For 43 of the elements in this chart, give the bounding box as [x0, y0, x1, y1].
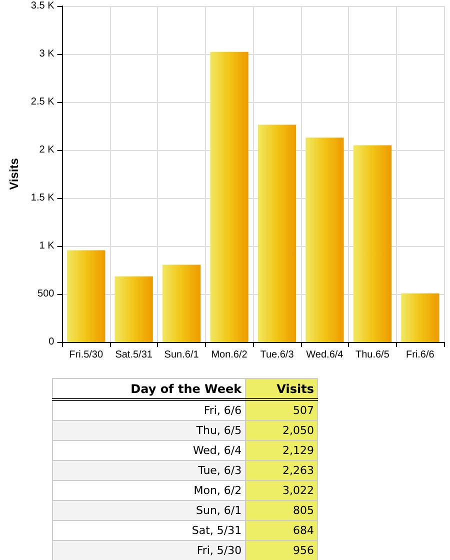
- y-tick-label: 0: [48, 336, 55, 348]
- y-tick-label: 500: [38, 288, 55, 300]
- y-tick-label: 3 K: [39, 48, 55, 60]
- y-axis-title: Visits: [7, 158, 21, 190]
- data-label: 2,129: [245, 440, 318, 460]
- x-tick-label: Wed.6/4: [306, 350, 344, 360]
- category-label: Mon, 6/2: [52, 480, 246, 500]
- x-tick-label: Sun.6/1: [164, 350, 200, 360]
- bar: [401, 293, 440, 342]
- x-tick-label: Tue.6/3: [260, 350, 294, 360]
- y-tick-label: 3.5 K: [30, 0, 55, 12]
- data-label: 2,050: [245, 420, 318, 440]
- bar: [114, 276, 153, 342]
- x-tick-label: Fri.5/30: [69, 350, 104, 360]
- category-label: Sun, 6/1: [52, 500, 246, 520]
- x-tick-label: Fri.6/6: [406, 350, 435, 360]
- y-tick-label: 1 K: [39, 240, 55, 252]
- category-label: Fri, 6/6: [52, 400, 246, 420]
- bar: [67, 250, 106, 342]
- category-label: Wed, 6/4: [52, 440, 246, 460]
- y-tick-label: 2 K: [39, 144, 55, 156]
- text: Visits: [245, 378, 318, 400]
- category-label: Tue, 6/3: [52, 460, 246, 480]
- category-label: Thu, 6/5: [52, 420, 246, 440]
- x-tick-label: Sat.5/31: [115, 350, 153, 360]
- bar: [353, 145, 392, 342]
- data-label: 3,022: [245, 480, 318, 500]
- data-label: 684: [245, 520, 318, 540]
- text: Day of the Week: [52, 378, 246, 400]
- data-label: 956: [245, 540, 318, 560]
- x-tick-label: Mon.6/2: [211, 350, 248, 360]
- y-tick-label: 2.5 K: [30, 96, 55, 108]
- bar: [210, 52, 248, 342]
- category-label: Sat, 5/31: [52, 520, 246, 540]
- data-label: 805: [245, 500, 318, 520]
- data-label: 2,263: [245, 460, 318, 480]
- x-tick-label: Thu.6/5: [355, 350, 390, 360]
- bar: [258, 124, 296, 342]
- bar: [162, 264, 201, 342]
- data-label: 507: [245, 400, 318, 420]
- bar: [306, 138, 344, 342]
- y-tick-label: 1.5 K: [30, 192, 55, 204]
- category-label: Fri, 5/30: [52, 540, 246, 560]
